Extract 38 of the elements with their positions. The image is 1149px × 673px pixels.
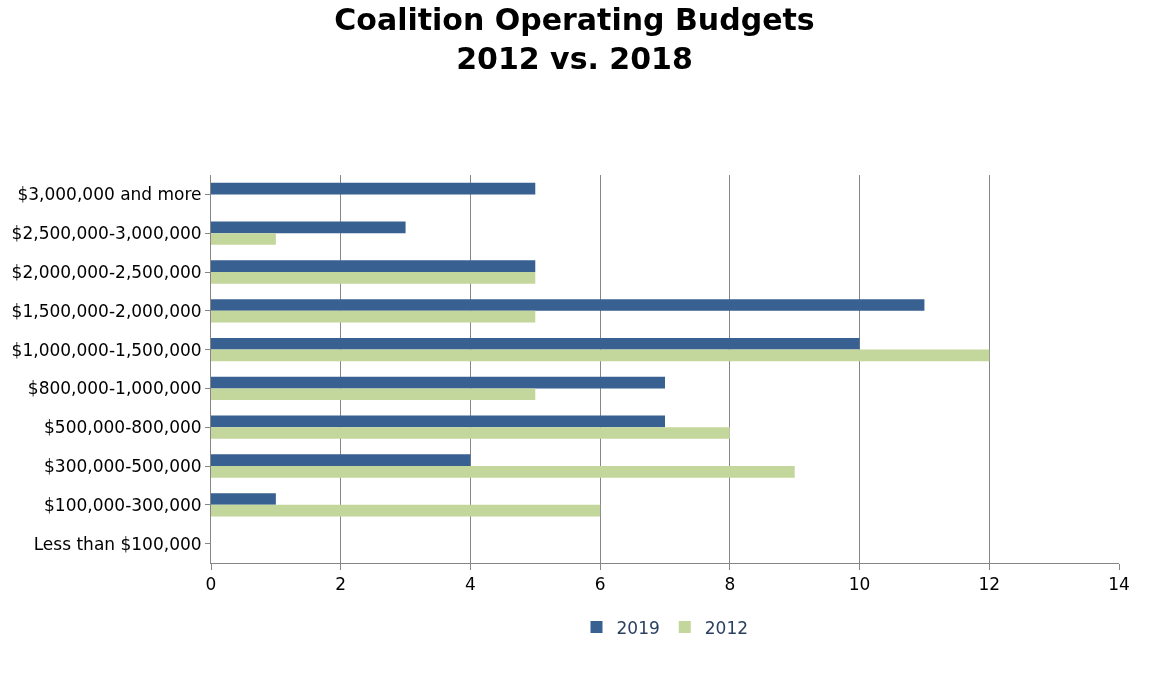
y-tick-label: $1,500,000-2,000,000	[11, 300, 202, 321]
x-tick-label: 0	[205, 574, 217, 595]
bar	[211, 233, 276, 245]
bar	[211, 466, 795, 478]
bar	[211, 376, 665, 389]
x-tick-label: 12	[978, 574, 1001, 595]
bar	[211, 299, 925, 311]
legend-label: 2012	[704, 617, 749, 638]
y-tick-label: $500,000-800,000	[44, 417, 202, 438]
y-tick-label: $2,500,000-3,000,000	[11, 223, 202, 244]
x-tick-label: 4	[465, 574, 476, 595]
x-tick-label: 14	[1108, 574, 1130, 595]
x-tick-label: 8	[724, 574, 736, 595]
y-tick-label: $3,000,000 and more	[17, 184, 202, 205]
bar	[211, 260, 536, 272]
x-tick-label: 2	[335, 574, 347, 595]
y-tick-label: $2,000,000-2,500,000	[11, 261, 202, 282]
bar	[211, 182, 536, 195]
bar	[211, 427, 730, 439]
bar	[211, 415, 665, 428]
y-tick-label: $800,000-1,000,000	[27, 378, 202, 399]
bar	[211, 388, 536, 401]
bar	[211, 454, 471, 466]
chart-title: Coalition Operating Budgets 2012 vs. 2018	[334, 2, 815, 77]
bar	[211, 310, 536, 323]
y-tick-label: $1,000,000-1,500,000	[11, 339, 202, 360]
bar	[211, 493, 276, 505]
bar	[211, 349, 990, 362]
bar	[211, 272, 536, 284]
y-tick-label: $300,000-500,000	[44, 455, 202, 476]
y-tick-label: $100,000-300,000	[44, 494, 202, 515]
x-tick-label: 6	[594, 574, 606, 595]
bar	[211, 504, 601, 517]
bar	[211, 221, 406, 234]
legend-label: 2019	[616, 617, 660, 638]
x-tick-label: 10	[848, 574, 871, 595]
y-tick-label: Less than $100,000	[33, 533, 202, 554]
bar	[211, 337, 860, 350]
